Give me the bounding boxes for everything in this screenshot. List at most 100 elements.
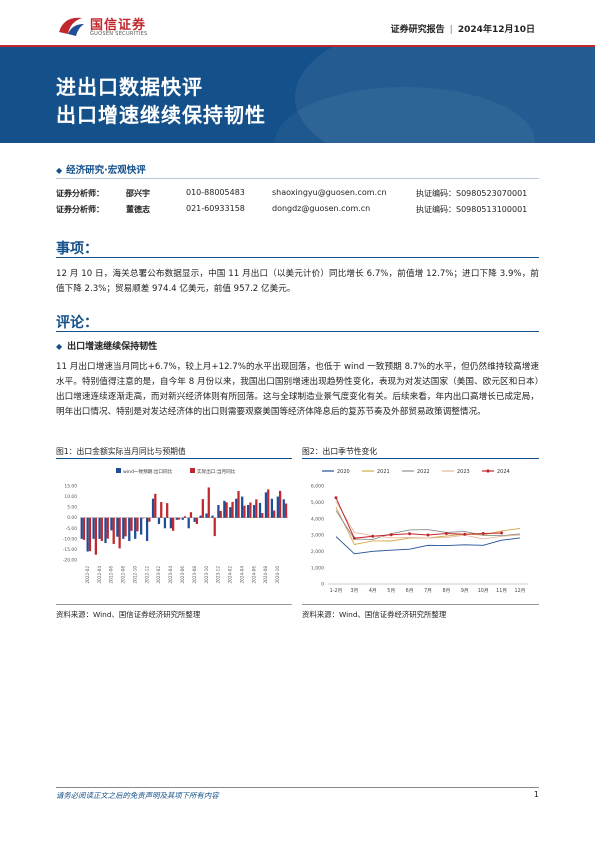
bar: [261, 513, 264, 518]
data-point: [444, 532, 448, 535]
legend-swatch: [190, 468, 195, 473]
y-tick-label: 0: [321, 582, 324, 588]
bar: [205, 513, 208, 518]
footer-divider: [56, 787, 539, 788]
data-point: [500, 531, 504, 535]
y-tick-label: 15.00: [64, 484, 77, 490]
category-divider: [56, 178, 539, 179]
bar: [249, 502, 252, 518]
x-tick-label: 2022-04: [97, 566, 102, 584]
report-category: ◆ 经济研究·宏观快评: [56, 165, 146, 176]
x-tick-label: 2023-08: [192, 566, 197, 584]
bar: [231, 501, 234, 518]
bar: [166, 503, 169, 518]
bar: [92, 517, 95, 539]
legend-label: wind一致预期:出口同比: [123, 468, 173, 475]
figure1-source: 资料来源：Wind、国信证券经济研究所整理: [56, 610, 201, 619]
x-tick-label: 1-2月: [330, 588, 343, 594]
data-point: [481, 532, 485, 535]
x-tick-label: 3月: [350, 588, 358, 594]
title-banner: 进出口数据快评 出口增速继续保持韧性: [0, 47, 595, 143]
x-tick-label: 5月: [387, 588, 395, 594]
bar: [104, 517, 107, 544]
bar: [94, 517, 97, 555]
bar: [252, 505, 256, 518]
bar: [219, 510, 222, 518]
bar: [270, 498, 274, 518]
bar: [172, 517, 175, 531]
comments-paragraph: 11 月出口增速当月同比+6.7%，较上月+12.7%的水平出现回落，也低于 w…: [56, 362, 539, 417]
report-meta: 证券研究报告 | 2024年12月10日: [390, 25, 535, 35]
y-tick-label: 6,000: [311, 484, 324, 490]
bar: [160, 502, 163, 518]
x-tick-label: 11月: [496, 588, 507, 594]
bar: [264, 492, 268, 518]
report-type: 证券研究报告: [390, 25, 445, 35]
bar: [267, 489, 270, 518]
bar: [163, 517, 167, 529]
bar: [199, 515, 202, 518]
bar: [145, 517, 149, 541]
x-tick-label: 4月: [369, 588, 377, 594]
analyst-row: 证券分析师： 董德志 021-60933158 dongdz@guosen.co…: [56, 204, 528, 214]
series-line-2022: [335, 510, 521, 540]
analyst-list: 证券分析师： 邵兴宇 010-88005483 shaoxingyu@guose…: [56, 188, 539, 220]
guosen-logo: 国信证券 GUOSEN SECURITIES: [56, 12, 176, 40]
x-tick-label: 2022-06: [109, 566, 114, 584]
bar: [211, 515, 214, 518]
export-yoy-bar-chart: wind一致预期:出口同比 实际出口:当月同比 15.00 10.00 5.00 0.00…: [63, 468, 288, 584]
x-tick-label: 7月: [424, 588, 432, 594]
bar: [86, 517, 89, 552]
bar: [177, 517, 181, 520]
bar: [246, 505, 250, 518]
analyst-email[interactable]: shaoxingyu@guosen.com.cn: [272, 188, 387, 197]
x-tick-label: 2023-12: [216, 566, 221, 584]
figure2-divider: [302, 458, 539, 459]
analyst-phone: 021-60933158: [186, 204, 245, 213]
y-tick-label: 0.00: [67, 515, 77, 521]
bar: [136, 517, 139, 532]
report-title: 进出口数据快评: [56, 75, 203, 99]
analyst-name: 邵兴宇: [126, 189, 150, 198]
data-point: [352, 536, 356, 540]
bar: [100, 517, 103, 541]
x-tick-label: 2023-04: [168, 566, 173, 584]
y-tick-label: 1,000: [311, 565, 324, 571]
bar: [229, 507, 232, 518]
logo-subtext: GUOSEN SECURITIES: [90, 31, 148, 37]
data-point: [408, 532, 412, 536]
data-point: [389, 533, 393, 537]
series-line-2020: [335, 536, 521, 555]
page-number: 1: [533, 790, 539, 799]
y-tick-label: 3,000: [311, 533, 324, 539]
figure1-title: 图1：出口金额实际当月同比与预期值: [56, 447, 186, 456]
report-date: 2024年12月10日: [457, 25, 535, 35]
data-point: [371, 534, 375, 538]
bar: [187, 517, 190, 529]
analyst-email[interactable]: dongdz@guosen.com.cn: [272, 204, 371, 213]
bar: [193, 517, 196, 522]
legend-label: 2022: [417, 469, 430, 475]
bar: [195, 517, 199, 525]
footer-disclaimer[interactable]: 请务必阅读正文之后的免责声明及其项下所有内容: [56, 791, 219, 800]
y-tick-label: -10.00: [63, 536, 77, 542]
data-point: [334, 496, 338, 500]
bar: [284, 503, 288, 518]
bar: [116, 517, 119, 537]
x-tick-label: 6月: [406, 588, 414, 594]
legend-label: 实际出口:当月同比: [197, 468, 236, 475]
bar: [181, 517, 184, 520]
bar: [189, 512, 193, 518]
figure1-divider: [56, 458, 292, 459]
x-tick-label: 2022-08: [121, 566, 126, 584]
analyst-license: 执证编码：S0980523070001: [416, 189, 528, 198]
analyst-phone: 010-88005483: [186, 188, 245, 197]
page-header: 国信证券 GUOSEN SECURITIES 证券研究报告 | 2024年12月10…: [0, 0, 595, 46]
bar: [235, 498, 238, 518]
bar: [225, 502, 228, 518]
y-tick-label: 2,000: [311, 549, 324, 555]
section-title-events: 事项：: [56, 241, 98, 257]
y-tick-label: 10.00: [64, 494, 77, 500]
section-divider: [56, 331, 539, 332]
bar: [237, 491, 240, 518]
